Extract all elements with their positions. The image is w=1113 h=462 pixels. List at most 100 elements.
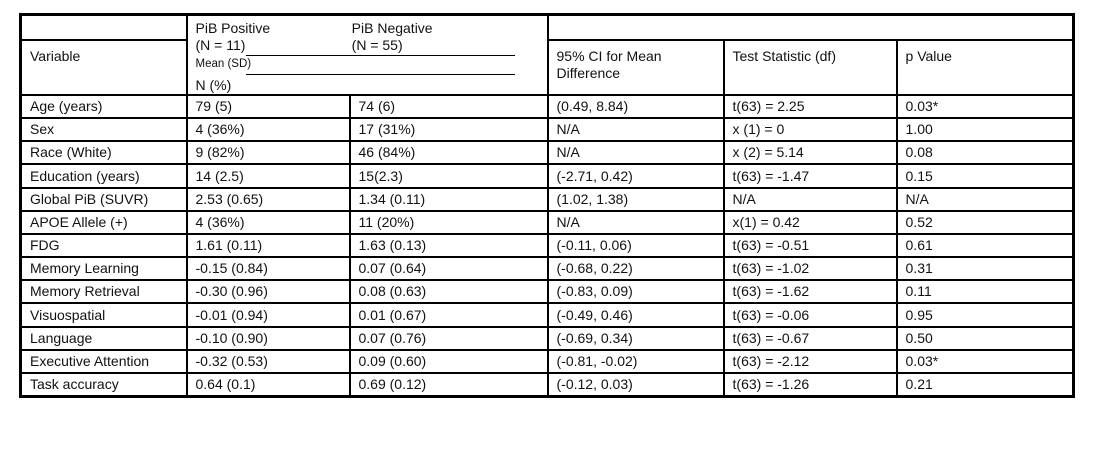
cell-test-statistic: t(63) = -2.12 xyxy=(722,348,898,375)
cell-variable: Race (White) xyxy=(19,140,188,166)
cell-variable: Education (years) xyxy=(19,163,188,189)
cell-pib-negative: 11 (20%) xyxy=(348,209,549,235)
table-header: PiB Positive (N = 11) PiB Negative (N = … xyxy=(19,13,1075,96)
cell-ci-mean-difference: N/A xyxy=(546,140,725,166)
header-mean-sd-label: Mean (SD) xyxy=(195,58,252,71)
cell-p-value: 0.52 xyxy=(895,209,1075,235)
table-row: Executive Attention -0.32 (0.53) 0.09 (0.6… xyxy=(19,348,1075,375)
table-row: Global PiB (SUVR) 2.53 (0.65) 1.34 (0.11)(… xyxy=(19,186,1075,212)
cell-pib-negative: 0.07 (0.76) xyxy=(348,325,549,351)
cell-pib-positive: -0.01 (0.94) xyxy=(185,302,351,328)
cell-test-statistic: x(1) = 0.42 xyxy=(722,209,898,235)
cell-test-statistic: t(63) = -0.51 xyxy=(722,232,898,259)
header-p-value: p Value xyxy=(895,39,1075,96)
header-pib-negative: PiB Negative (N = 55) xyxy=(352,20,543,54)
statistics-table: PiB Positive (N = 11) PiB Negative (N = … xyxy=(19,13,1076,398)
cell-pib-negative: 0.07 (0.64) xyxy=(348,256,549,282)
pib-positive-title: PiB Positive xyxy=(195,20,271,36)
cell-test-statistic: x (1) = 0 xyxy=(722,116,898,143)
cell-p-value: 0.03* xyxy=(895,93,1075,119)
cell-pib-positive: 0.64 (0.1) xyxy=(185,371,351,398)
cell-pib-negative: 1.34 (0.11) xyxy=(348,186,549,212)
cell-p-value: 0.15 xyxy=(895,163,1075,189)
cell-p-value: 0.03* xyxy=(895,348,1075,375)
table-row: Education (years) 14 (2.5) 15(2.3) (-2.71, … xyxy=(19,163,1075,189)
cell-test-statistic: x (2) = 5.14 xyxy=(722,140,898,166)
header-pib-positive: PiB Positive (N = 11) xyxy=(196,20,352,54)
cell-p-value: 0.61 xyxy=(895,232,1075,259)
header-ci-mean-difference: 95% CI for Mean Difference xyxy=(546,39,725,96)
table-row: Race (White) 9 (82%) 46 (84%) N/A x (2) = 5.… xyxy=(19,140,1075,166)
pib-negative-title: PiB Negative xyxy=(351,20,433,36)
header-row-bottom: Variable 95% CI for Mean Difference Test… xyxy=(19,39,1075,96)
cell-variable: Age (years) xyxy=(19,93,188,119)
cell-variable: Language xyxy=(19,325,188,351)
table-row: Age (years) 79 (5) 74 (6) (0.49, 8.84) t(63)… xyxy=(19,93,1075,119)
cell-ci-mean-difference: (-0.11, 0.06) xyxy=(546,232,725,259)
cell-p-value: 0.95 xyxy=(895,302,1075,328)
cell-p-value: 0.50 xyxy=(895,325,1075,351)
header-pib-group-cell: PiB Positive (N = 11) PiB Negative (N = … xyxy=(185,13,549,96)
cell-ci-mean-difference: (0.49, 8.84) xyxy=(546,93,725,119)
cell-ci-mean-difference: (-2.71, 0.42) xyxy=(546,163,725,189)
cell-pib-negative: 74 (6) xyxy=(348,93,549,119)
cell-variable: Memory Learning xyxy=(19,256,188,282)
cell-test-statistic: t(63) = 2.25 xyxy=(722,93,898,119)
cell-ci-mean-difference: N/A xyxy=(546,209,725,235)
cell-pib-negative: 17 (31%) xyxy=(348,116,549,143)
header-n-pct-label: N (%) xyxy=(195,76,232,93)
cell-pib-positive: -0.32 (0.53) xyxy=(185,348,351,375)
cell-variable: Global PiB (SUVR) xyxy=(19,186,188,212)
cell-variable: Executive Attention xyxy=(19,348,188,375)
cell-p-value: 0.08 xyxy=(895,140,1075,166)
table-row: Language -0.10 (0.90) 0.07 (0.76) (-0.69, 0… xyxy=(19,325,1075,351)
header-row-top: PiB Positive (N = 11) PiB Negative (N = … xyxy=(19,13,1075,96)
cell-pib-negative: 0.08 (0.63) xyxy=(348,279,549,305)
header-blank-left-cell xyxy=(19,13,188,42)
header-test-statistic: Test Statistic (df) xyxy=(722,39,898,96)
cell-test-statistic: t(63) = -1.62 xyxy=(722,279,898,305)
cell-pib-positive: 14 (2.5) xyxy=(185,163,351,189)
header-blank-right-cell xyxy=(546,13,1075,42)
cell-variable: Visuospatial xyxy=(19,302,188,328)
pib-positive-n: (N = 11) xyxy=(195,37,246,54)
cell-variable: Memory Retrieval xyxy=(19,279,188,305)
table-row: Memory Retrieval -0.30 (0.96) 0.08 (0.63)(… xyxy=(19,279,1075,305)
cell-ci-mean-difference: (-0.83, 0.09) xyxy=(546,279,725,305)
cell-variable: Sex xyxy=(19,116,188,143)
cell-test-statistic: t(63) = -1.47 xyxy=(722,163,898,189)
cell-p-value: N/A xyxy=(895,186,1075,212)
cell-pib-negative: 0.69 (0.12) xyxy=(348,371,549,398)
cell-p-value: 1.00 xyxy=(895,116,1075,143)
cell-test-statistic: N/A xyxy=(722,186,898,212)
cell-pib-positive: 1.61 (0.11) xyxy=(185,232,351,259)
cell-test-statistic: t(63) = -0.06 xyxy=(722,302,898,328)
cell-pib-negative: 15(2.3) xyxy=(348,163,549,189)
header-rule-line xyxy=(245,55,515,57)
cell-ci-mean-difference: N/A xyxy=(546,116,725,143)
cell-test-statistic: t(63) = -1.26 xyxy=(722,371,898,398)
cell-ci-mean-difference: (-0.81, -0.02) xyxy=(546,348,725,375)
cell-p-value: 0.21 xyxy=(895,371,1075,398)
cell-pib-positive: -0.10 (0.90) xyxy=(185,325,351,351)
cell-pib-negative: 0.09 (0.60) xyxy=(348,348,549,375)
cell-pib-positive: -0.30 (0.96) xyxy=(185,279,351,305)
pib-negative-n: (N = 55) xyxy=(351,37,403,54)
cell-pib-negative: 0.01 (0.67) xyxy=(348,302,549,328)
table-row: Sex 4 (36%) 17 (31%) N/A x (1) = 0 1.00 xyxy=(19,116,1075,143)
cell-ci-mean-difference: (-0.49, 0.46) xyxy=(546,302,725,328)
cell-pib-positive: 4 (36%) xyxy=(185,209,351,235)
header-rule-line xyxy=(245,73,515,75)
cell-pib-positive: -0.15 (0.84) xyxy=(185,256,351,282)
cell-variable: APOE Allele (+) xyxy=(19,209,188,235)
table-row: APOE Allele (+) 4 (36%) 11 (20%) N/A x(1) = … xyxy=(19,209,1075,235)
cell-variable: FDG xyxy=(19,232,188,259)
cell-p-value: 0.11 xyxy=(895,279,1075,305)
cell-ci-mean-difference: (-0.68, 0.22) xyxy=(546,256,725,282)
table-row: Memory Learning -0.15 (0.84) 0.07 (0.64) (-… xyxy=(19,256,1075,282)
table-row: FDG 1.61 (0.11) 1.63 (0.13) (-0.11, 0.06) t(… xyxy=(19,232,1075,259)
cell-ci-mean-difference: (1.02, 1.38) xyxy=(546,186,725,212)
table-body: Age (years) 79 (5) 74 (6) (0.49, 8.84) t(63)… xyxy=(19,93,1075,398)
cell-ci-mean-difference: (-0.69, 0.34) xyxy=(546,325,725,351)
